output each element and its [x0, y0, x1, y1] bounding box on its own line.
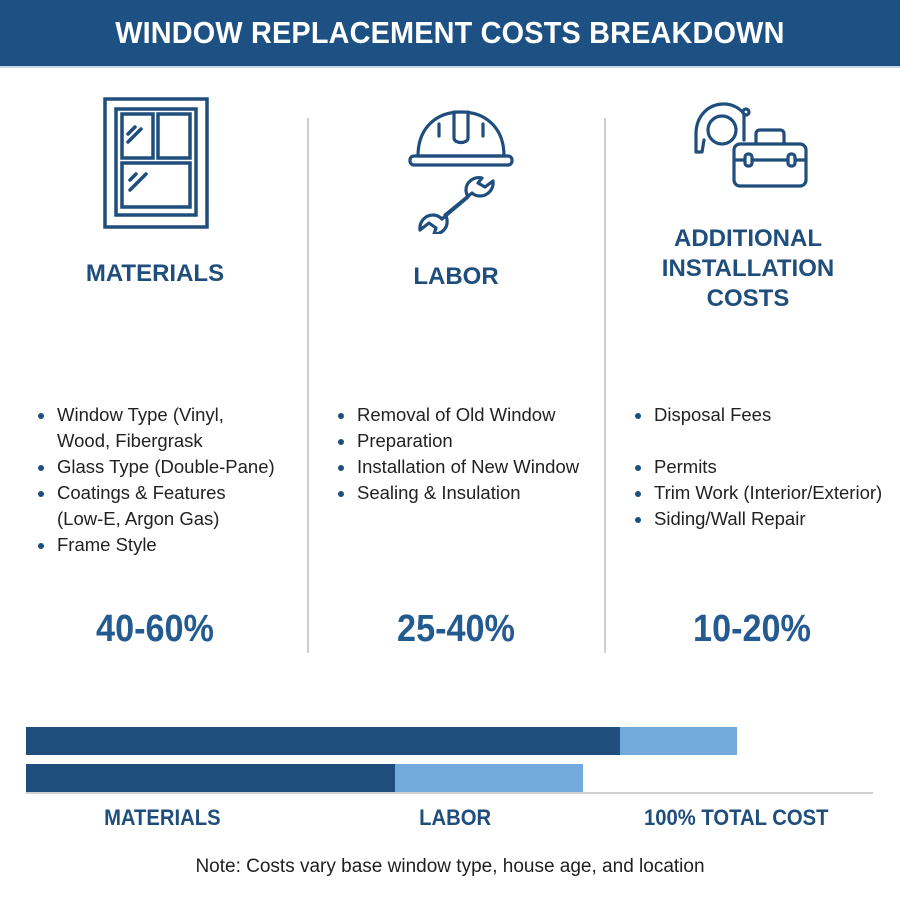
- chart-baseline: [26, 792, 873, 794]
- list-item: Trim Work (Interior/Exterior): [632, 480, 882, 506]
- additional-costs-percentage: 10-20%: [693, 608, 811, 650]
- bar-label-labor: LABOR: [419, 805, 492, 830]
- list-item: Wood, Fibergrask: [57, 430, 203, 451]
- list-item: Coatings & Features: [35, 480, 275, 506]
- list-item: Glass Type (Double-Pane): [35, 454, 275, 480]
- bar-label-materials: MATERIALS: [104, 805, 221, 830]
- labor-title: LABOR: [413, 263, 499, 290]
- materials-bullet-list: Window Type (Vinyl, Wood, Fibergrask Gla…: [35, 402, 275, 558]
- column-divider: [307, 118, 309, 653]
- list-item: Disposal Fees: [632, 402, 882, 428]
- list-item: Installation of New Window: [335, 454, 579, 480]
- bar-2-dark-segment: [26, 764, 395, 792]
- materials-title: MATERIALS: [85, 260, 225, 287]
- bar-1-dark-segment: [26, 727, 620, 755]
- title-line: INSTALLATION: [661, 255, 835, 282]
- bar-2-light-segment: [395, 764, 583, 792]
- labor-percentage: 25-40%: [397, 608, 515, 650]
- materials-percentage: 40-60%: [96, 608, 214, 650]
- additional-costs-bullet-list: Disposal Fees Permits Trim Work (Interio…: [632, 402, 882, 532]
- list-item: Sealing & Insulation: [335, 480, 579, 506]
- bar-2: [26, 764, 583, 792]
- footnote: Note: Costs vary base window type, house…: [195, 856, 705, 877]
- list-item: Permits: [632, 454, 882, 480]
- list-item: Preparation: [335, 428, 579, 454]
- page-title: WINDOW REPLACEMENT COSTS BREAKDOWN: [115, 15, 785, 50]
- bar-1: [26, 727, 737, 755]
- title-line: COSTS: [706, 285, 790, 312]
- header-banner: WINDOW REPLACEMENT COSTS BREAKDOWN: [0, 0, 900, 68]
- tape-measure-toolbox-icon: [694, 102, 808, 188]
- list-item: (Low-E, Argon Gas): [57, 508, 220, 529]
- title-line: ADDITIONAL: [674, 225, 822, 252]
- window-icon: [103, 97, 209, 229]
- hardhat-wrench-icon: [408, 110, 514, 234]
- list-item: Siding/Wall Repair: [632, 506, 882, 532]
- additional-costs-title: ADDITIONAL INSTALLATION COSTS: [648, 224, 848, 314]
- list-item: Removal of Old Window: [335, 402, 579, 428]
- labor-bullet-list: Removal of Old Window Preparation Instal…: [335, 402, 579, 506]
- list-spacer: [632, 428, 882, 454]
- bar-1-light-segment: [620, 727, 737, 755]
- column-divider: [604, 118, 606, 653]
- list-item: Frame Style: [35, 532, 275, 558]
- list-item: Window Type (Vinyl,: [35, 402, 275, 428]
- bar-label-total: 100% TOTAL COST: [644, 805, 829, 830]
